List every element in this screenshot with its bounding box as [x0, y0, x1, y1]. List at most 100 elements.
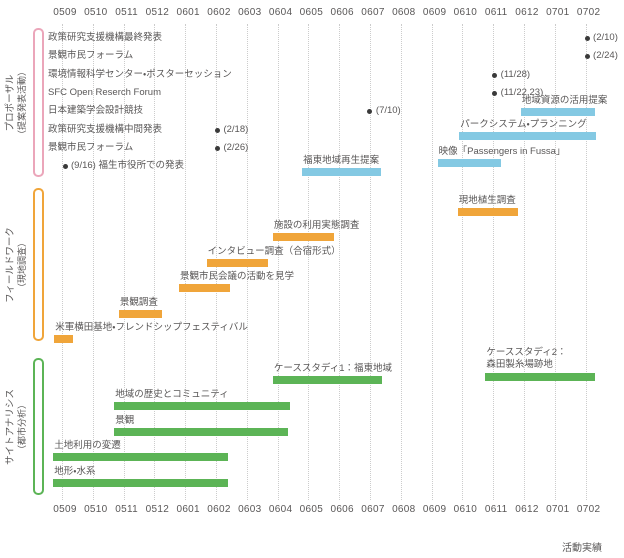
proposal-milestone-1-dot: [584, 54, 590, 60]
fieldwork-bar-3-label: 景観市民会議の活動を見学: [179, 271, 294, 283]
proposal-bar-1: [459, 131, 597, 140]
axis-top-label-0610: 0610: [453, 7, 478, 18]
proposal-milestone-2-date: (11/28): [500, 68, 531, 80]
axis-top-label-0701: 0701: [546, 7, 570, 18]
proposal-milestone-4-dot: [367, 109, 373, 115]
site_analysis-bar-2-label: 地域の歴史とコミュニティ: [115, 388, 229, 400]
proposal-milestone-5-date: (2/18): [223, 123, 249, 135]
proposal-row-6-label: 景観市民フォーラム: [48, 141, 134, 153]
proposal-bar-3-label: 福東地域再生提案: [303, 154, 380, 166]
proposal-row-0-label: 政策研究支援機構最終発表: [48, 32, 163, 43]
axis-bottom-label-0606: 0606: [330, 504, 354, 515]
site_analysis-bar-1: [485, 372, 595, 381]
fieldwork-bar-4: [118, 309, 162, 318]
site_analysis-bar-0: [272, 376, 383, 384]
axis-top-label-0602: 0602: [207, 7, 231, 18]
axis-top-label-0509: 0509: [53, 7, 77, 18]
proposal-bar-0: [520, 107, 595, 116]
site_analysis-bar-3-label: 景観: [115, 414, 135, 426]
axis-top-label-0511: 0511: [115, 7, 138, 18]
proposal-milestone-5-dot: [214, 127, 220, 133]
axis-top-label-0609: 0609: [422, 7, 447, 18]
site_analysis-bar-0-label: ケーススタディ1：福東地域: [273, 363, 393, 374]
proposal-row-1-label: 景観市民フォーラム: [48, 50, 134, 62]
proposal-row-5-label: 政策研究支援機構中間発表: [48, 123, 163, 135]
site_analysis-bar-5-label: 地形・水系: [54, 466, 96, 478]
proposal-bar-2: [437, 158, 501, 167]
fieldwork-bar-4-label: 景観調査: [119, 296, 158, 308]
proposal-row-2-label: 環境情報科学センター・ポスターセッション: [48, 68, 232, 80]
group-label-proposal: プロポーザル （提案発表活動）: [4, 66, 28, 139]
axis-bottom-label-0601: 0601: [176, 504, 200, 515]
gridline-0509: [62, 24, 63, 500]
gridline-0607: [370, 24, 371, 500]
group-label-site_analysis: サイトアナリシス （都市分析）: [4, 388, 28, 465]
group-label-fieldwork: フィールドワーク （現地調査）: [4, 226, 28, 303]
fieldwork-bar-0-label: 現地植生調査: [458, 195, 516, 206]
proposal-row-4-label: 日本建築学会設計競技: [48, 105, 144, 117]
axis-top-label-0612: 0612: [515, 7, 539, 18]
axis-top-label-0607: 0607: [361, 7, 385, 18]
proposal-milestone-4-date: (7/10): [375, 105, 401, 117]
gridline-0701: [554, 24, 556, 500]
group-bracket-site_analysis: [33, 358, 44, 495]
axis-bottom-label-0701: 0701: [546, 504, 570, 515]
fieldwork-bar-3: [178, 284, 230, 293]
fieldwork-bar-1: [272, 233, 335, 242]
proposal-milestone-1-date: (2/24): [593, 50, 618, 62]
axis-bottom-label-0607: 0607: [361, 504, 385, 515]
gridline-0608: [400, 24, 402, 500]
axis-bottom-label-0509: 0509: [53, 504, 77, 515]
fieldwork-bar-5: [54, 335, 73, 343]
gridline-0610: [462, 24, 464, 500]
axis-top-label-0510: 0510: [84, 7, 108, 18]
proposal-milestone-3-dot: [492, 90, 498, 96]
proposal-milestone-7-date: (9/16) 福生市役所での発表: [71, 160, 184, 172]
group-bracket-fieldwork: [33, 188, 44, 341]
proposal-milestone-0-dot: [584, 36, 590, 41]
proposal-bar-1-label: パークシステム・プランニング: [460, 118, 587, 130]
axis-bottom-label-0611: 0611: [484, 504, 508, 515]
axis-bottom-label-0608: 0608: [392, 504, 416, 515]
axis-top-label-0606: 0606: [330, 7, 354, 18]
gridline-0605: [308, 24, 310, 500]
gridline-0612: [524, 24, 525, 500]
site_analysis-bar-4-label: 土地利用の変遷: [54, 440, 121, 452]
group-bracket-proposal: [33, 28, 44, 177]
gridline-0601: [185, 24, 187, 500]
axis-bottom-label-0702: 0702: [576, 504, 601, 515]
proposal-bar-0-label: 地域資源の活用提案: [521, 94, 608, 106]
fieldwork-bar-2-label: インタビュー調査（合宿形式）: [207, 245, 341, 257]
axis-bottom-label-0604: 0604: [268, 504, 293, 515]
axis-top-label-0604: 0604: [268, 7, 293, 18]
axis-bottom-label-0605: 0605: [299, 504, 324, 515]
site_analysis-bar-5: [53, 479, 229, 488]
axis-bottom-label-0603: 0603: [238, 504, 262, 515]
gridline-0609: [431, 24, 433, 500]
proposal-milestone-2-dot: [492, 72, 498, 78]
proposal-milestone-6-dot: [214, 145, 220, 151]
gridline-0510: [92, 24, 94, 500]
axis-bottom-label-0610: 0610: [453, 504, 478, 515]
axis-top-label-0601: 0601: [176, 7, 200, 18]
fieldwork-bar-0: [457, 208, 518, 216]
proposal-bar-2-label: 映像「Passengers in Fussa」: [438, 145, 566, 157]
axis-top-label-0608: 0608: [392, 7, 416, 18]
gridline-0702: [585, 24, 587, 500]
axis-bottom-label-0510: 0510: [84, 504, 108, 515]
proposal-row-3-label: SFC Open Reserch Forum: [48, 86, 161, 98]
gridline-0604: [277, 24, 279, 500]
gridline-0511: [123, 24, 125, 500]
gridline-0606: [339, 24, 341, 500]
axis-top-label-0605: 0605: [299, 7, 324, 18]
proposal-milestone-7-dot: [62, 164, 68, 170]
gridline-0512: [154, 24, 156, 500]
axis-bottom-label-0602: 0602: [207, 504, 231, 515]
axis-bottom-label-0511: 0511: [115, 504, 138, 515]
axis-bottom-label-0609: 0609: [422, 504, 447, 515]
site_analysis-bar-1-label: ケーススタディ2： 森田製糸場跡地: [486, 346, 567, 370]
proposal-milestone-6-date: (2/26): [223, 141, 249, 153]
proposal-bar-3: [302, 167, 381, 176]
fieldwork-bar-5-label: 米軍横田基地・フレンドシップフェスティバル: [55, 322, 248, 333]
